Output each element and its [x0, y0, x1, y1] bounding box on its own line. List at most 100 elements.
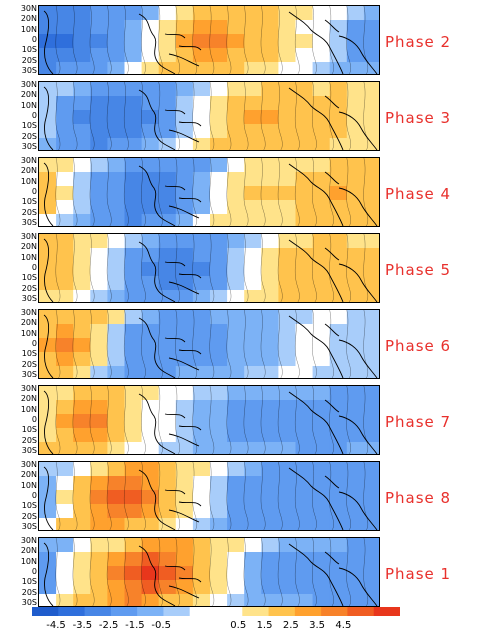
anomaly-cell — [124, 518, 143, 530]
contour-line — [260, 6, 266, 74]
anomaly-cell — [107, 428, 126, 443]
latitude-label: 20N — [20, 166, 37, 176]
anomaly-cell — [227, 276, 245, 291]
map-panel — [38, 157, 380, 227]
anomaly-cell — [107, 490, 126, 505]
coastline — [138, 165, 176, 226]
anomaly-cell — [278, 386, 297, 401]
anomaly-cell — [329, 504, 348, 519]
anomaly-cell — [107, 400, 126, 415]
anomaly-cell — [158, 20, 177, 35]
anomaly-cell — [278, 6, 297, 21]
anomaly-cell — [210, 158, 228, 173]
anomaly-cell — [39, 124, 57, 139]
anomaly-cell — [39, 366, 57, 378]
anomaly-cell — [175, 290, 194, 302]
anomaly-cell — [278, 552, 297, 567]
anomaly-cell — [346, 338, 365, 353]
latitude-label: 10S — [21, 45, 37, 55]
anomaly-cell — [158, 338, 177, 353]
contour-line — [312, 538, 317, 606]
anomaly-cell — [192, 96, 211, 111]
anomaly-cell — [107, 234, 126, 249]
anomaly-cell — [295, 366, 314, 378]
colorbar-segment — [268, 607, 296, 616]
contour-line — [277, 234, 283, 302]
anomaly-cell — [107, 62, 126, 74]
anomaly-cell — [90, 428, 108, 443]
anomaly-cell — [261, 476, 279, 491]
coastline — [138, 89, 176, 150]
anomaly-cell — [363, 82, 379, 97]
coastline — [164, 413, 202, 447]
anomaly-cell — [124, 338, 143, 353]
anomaly-cell — [124, 552, 143, 567]
contour-line — [294, 310, 300, 378]
contour-line — [209, 82, 215, 150]
anomaly-cell — [158, 110, 177, 125]
contour-line — [192, 310, 198, 378]
coastline — [138, 317, 176, 378]
anomaly-cell — [244, 352, 262, 367]
anomaly-cell — [227, 442, 245, 454]
anomaly-cell — [278, 138, 297, 150]
anomaly-cell — [244, 186, 262, 201]
anomaly-cell — [175, 186, 194, 201]
anomaly-cell — [261, 138, 279, 150]
anomaly-cell — [90, 386, 108, 401]
anomaly-cell — [278, 462, 297, 477]
anomaly-cell — [39, 352, 57, 367]
anomaly-cell — [227, 476, 245, 491]
anomaly-cell — [192, 338, 211, 353]
contour-line — [243, 6, 249, 74]
contour-line — [226, 82, 232, 150]
anomaly-cell — [295, 34, 314, 49]
contour-line — [277, 386, 283, 454]
anomaly-cell — [107, 20, 126, 35]
anomaly-cell — [312, 580, 331, 595]
anomaly-cell — [329, 20, 348, 35]
anomaly-cell — [56, 462, 74, 477]
latitude-label: 30S — [21, 218, 37, 227]
anomaly-cell — [278, 20, 297, 35]
anomaly-cell — [56, 96, 74, 111]
anomaly-cell — [124, 414, 143, 429]
phase-label: Phase 1 — [385, 565, 452, 583]
contour-line — [158, 234, 163, 302]
coastline — [138, 393, 176, 454]
anomaly-cell — [158, 262, 177, 277]
anomaly-cell — [346, 538, 365, 553]
contour-line — [55, 6, 61, 74]
coastline — [288, 315, 344, 378]
contour-line — [277, 538, 283, 606]
latitude-label: 0 — [31, 263, 37, 272]
anomaly-cell — [192, 158, 211, 173]
latitude-label: 10N — [20, 100, 37, 110]
anomaly-cell — [227, 200, 245, 215]
contour-line — [89, 158, 95, 226]
anomaly-cell — [124, 290, 143, 302]
anomaly-cell — [107, 352, 126, 367]
anomaly-cell — [295, 48, 314, 63]
anomaly-cell — [329, 248, 348, 263]
anomaly-cell — [363, 580, 379, 595]
anomaly-cell — [73, 504, 91, 519]
anomaly-cell — [141, 34, 160, 49]
coastline — [43, 10, 54, 74]
anomaly-cell — [107, 248, 126, 263]
anomaly-cell — [192, 48, 211, 63]
anomaly-cell — [175, 82, 194, 97]
anomaly-cell — [124, 442, 143, 454]
anomaly-cell — [73, 518, 91, 530]
anomaly-cell — [346, 566, 365, 581]
colorbar — [32, 607, 400, 616]
anomaly-cell — [124, 324, 143, 339]
anomaly-cell — [158, 352, 177, 367]
anomaly-cell — [39, 552, 57, 567]
anomaly-cell — [158, 310, 177, 325]
contour-line — [363, 82, 369, 150]
anomaly-cell — [107, 338, 126, 353]
anomaly-cell — [295, 110, 314, 125]
anomaly-cell — [90, 552, 108, 567]
anomaly-cell — [192, 366, 211, 378]
